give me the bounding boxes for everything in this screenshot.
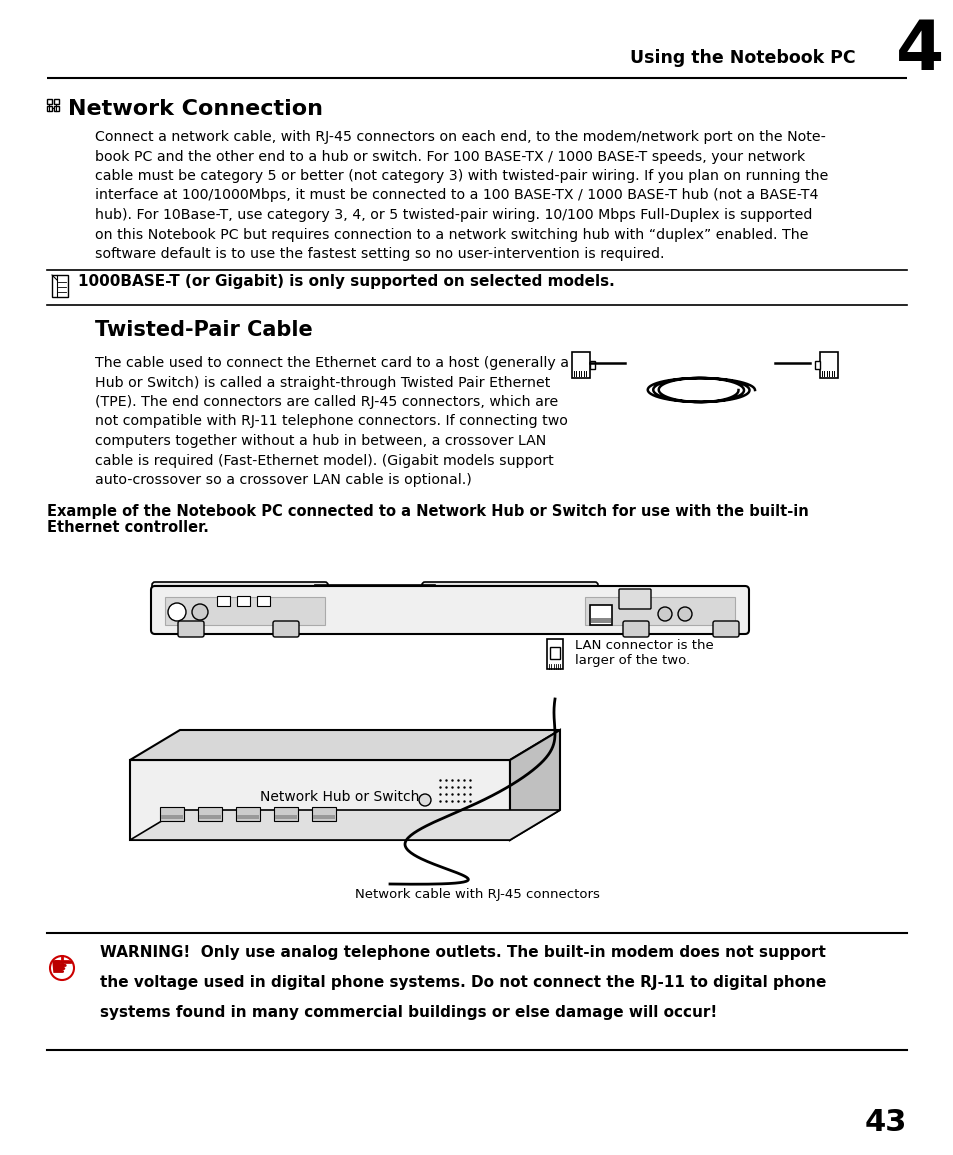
Bar	[54, 99, 59, 104]
Text: Example of the Notebook PC connected to a Network Hub or Switch for use with the: Example of the Notebook PC connected to …	[47, 504, 808, 519]
Text: 1000BASE-T (or Gigabit) is only supported on selected models.: 1000BASE-T (or Gigabit) is only supporte…	[78, 274, 614, 289]
Bar	[236, 815, 258, 819]
Bar	[235, 807, 260, 821]
Bar	[47, 106, 52, 111]
Text: cable is required (Fast-Ethernet model). (Gigabit models support: cable is required (Fast-Ethernet model).…	[95, 454, 553, 468]
Circle shape	[418, 793, 431, 806]
Text: auto-crossover so a crossover LAN cable is optional.): auto-crossover so a crossover LAN cable …	[95, 474, 471, 487]
Text: Network Hub or Switch: Network Hub or Switch	[260, 790, 419, 804]
Bar	[54, 106, 59, 111]
Bar	[161, 815, 183, 819]
Bar	[47, 99, 52, 104]
Text: Connect a network cable, with RJ-45 connectors on each end, to the modem/network: Connect a network cable, with RJ-45 conn…	[95, 131, 825, 144]
Text: the voltage used in digital phone systems. Do not connect the RJ-11 to digital p: the voltage used in digital phone system…	[100, 975, 825, 990]
FancyBboxPatch shape	[178, 621, 204, 638]
Text: Using the Notebook PC: Using the Notebook PC	[630, 49, 855, 67]
Text: on this Notebook PC but requires connection to a network switching hub with “dup: on this Notebook PC but requires connect…	[95, 228, 807, 241]
Polygon shape	[130, 810, 559, 840]
Bar	[314, 584, 435, 629]
Bar	[589, 362, 595, 368]
FancyBboxPatch shape	[618, 589, 650, 609]
Circle shape	[192, 604, 208, 620]
Text: Network cable with RJ-45 connectors: Network cable with RJ-45 connectors	[355, 888, 598, 901]
Circle shape	[50, 956, 74, 979]
Text: interface at 100/1000Mbps, it must be connected to a 100 BASE-TX / 1000 BASE-T h: interface at 100/1000Mbps, it must be co…	[95, 188, 818, 202]
Polygon shape	[130, 760, 510, 840]
Text: cable must be category 5 or better (not category 3) with twisted-pair wiring. If: cable must be category 5 or better (not …	[95, 169, 827, 182]
Bar	[584, 597, 734, 625]
Bar	[165, 597, 325, 625]
FancyBboxPatch shape	[421, 582, 598, 628]
Text: Network Connection: Network Connection	[68, 99, 323, 119]
Bar	[590, 618, 610, 623]
Bar	[313, 815, 335, 819]
Text: 4: 4	[895, 16, 943, 83]
Bar	[820, 352, 837, 378]
Text: hub). For 10Base-T, use category 3, 4, or 5 twisted-pair wiring. 10/100 Mbps Ful: hub). For 10Base-T, use category 3, 4, o…	[95, 208, 812, 222]
Text: LAN connector is the: LAN connector is the	[575, 639, 713, 653]
Bar	[160, 807, 184, 821]
Circle shape	[678, 608, 691, 621]
Bar	[198, 807, 222, 821]
Text: Twisted-Pair Cable: Twisted-Pair Cable	[95, 320, 313, 340]
Bar	[589, 605, 612, 625]
FancyBboxPatch shape	[151, 586, 748, 634]
Bar	[216, 596, 230, 606]
FancyBboxPatch shape	[152, 582, 328, 628]
Bar	[256, 596, 270, 606]
Circle shape	[658, 608, 671, 621]
Text: ☛: ☛	[50, 954, 74, 982]
Bar	[274, 815, 296, 819]
Bar	[814, 362, 820, 368]
Text: The cable used to connect the Ethernet card to a host (generally a: The cable used to connect the Ethernet c…	[95, 356, 568, 370]
Polygon shape	[130, 730, 559, 760]
Bar	[546, 639, 562, 669]
Text: book PC and the other end to a hub or switch. For 100 BASE-TX / 1000 BASE-T spee: book PC and the other end to a hub or sw…	[95, 149, 804, 164]
Text: software default is to use the fastest setting so no user-intervention is requir: software default is to use the fastest s…	[95, 247, 664, 261]
Bar	[274, 807, 297, 821]
FancyBboxPatch shape	[273, 621, 298, 638]
Text: systems found in many commercial buildings or else damage will occur!: systems found in many commercial buildin…	[100, 1005, 717, 1020]
Text: (TPE). The end connectors are called RJ-45 connectors, which are: (TPE). The end connectors are called RJ-…	[95, 395, 558, 409]
Circle shape	[168, 603, 186, 621]
Bar	[572, 352, 589, 378]
Text: WARNING!  Only use analog telephone outlets. The built-in modem does not support: WARNING! Only use analog telephone outle…	[100, 945, 825, 960]
Text: Ethernet controller.: Ethernet controller.	[47, 520, 209, 535]
Bar	[236, 596, 250, 606]
Text: Hub or Switch) is called a straight-through Twisted Pair Ethernet: Hub or Switch) is called a straight-thro…	[95, 375, 550, 389]
Text: computers together without a hub in between, a crossover LAN: computers together without a hub in betw…	[95, 434, 546, 448]
Bar	[312, 807, 335, 821]
Bar	[199, 815, 221, 819]
Text: larger of the two.: larger of the two.	[575, 654, 689, 666]
FancyBboxPatch shape	[622, 621, 648, 638]
Text: not compatible with RJ-11 telephone connectors. If connecting two: not compatible with RJ-11 telephone conn…	[95, 415, 567, 429]
Bar	[52, 275, 68, 297]
Bar	[550, 647, 559, 660]
FancyBboxPatch shape	[712, 621, 739, 638]
Text: 43: 43	[863, 1108, 906, 1137]
Polygon shape	[510, 730, 559, 840]
